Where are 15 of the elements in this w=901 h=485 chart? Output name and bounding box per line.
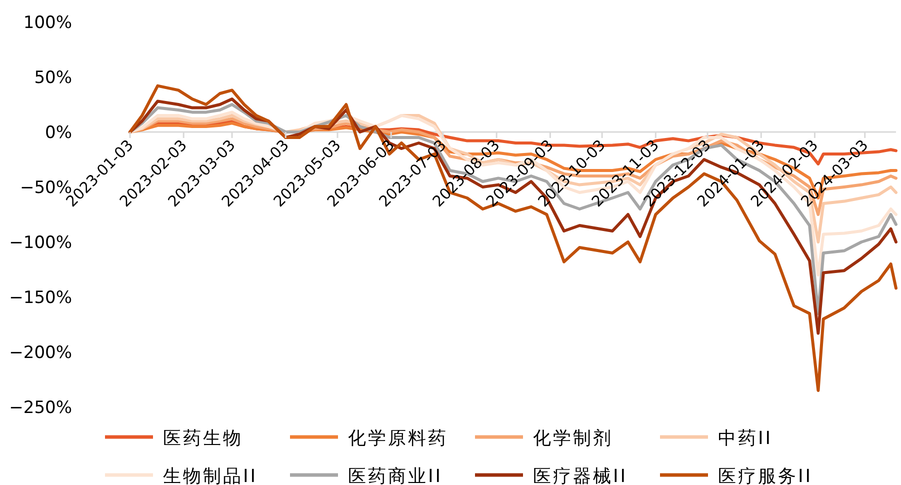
y-tick-label: 100% [23, 13, 72, 33]
y-tick-label: −100% [9, 233, 72, 253]
legend-label: 生物制品II [163, 466, 258, 485]
legend-label: 化学原料药 [348, 428, 448, 449]
y-tick-label: −250% [9, 398, 72, 418]
legend-label: 医药商业II [348, 466, 443, 485]
legend-label: 化学制剂 [533, 428, 613, 449]
legend-label: 医疗服务II [718, 466, 813, 485]
legend-label: 中药II [718, 428, 773, 449]
y-tick-label: 0% [45, 123, 72, 143]
legend-label: 医疗器械II [533, 466, 628, 485]
legend-label: 医药生物 [163, 428, 243, 449]
y-tick-label: −150% [9, 288, 72, 308]
y-tick-label: −200% [9, 343, 72, 363]
y-tick-label: 50% [34, 68, 72, 88]
